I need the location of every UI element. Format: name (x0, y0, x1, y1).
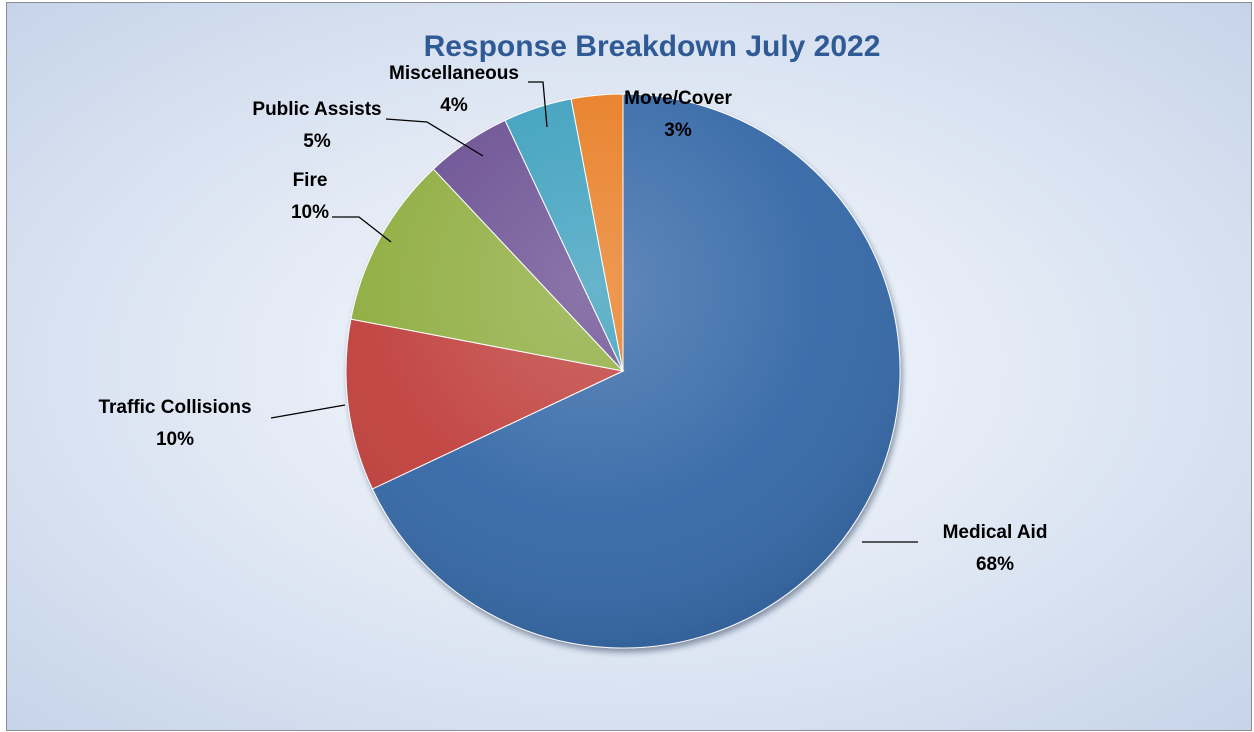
data-label-percent: 68% (976, 554, 1014, 575)
data-label-percent: 3% (664, 120, 692, 141)
leader-line (270, 404, 346, 419)
data-label-name: Move/Cover (624, 88, 732, 109)
pie-slices (345, 93, 901, 649)
data-label-name: Traffic Collisions (98, 397, 251, 418)
chart-area: Response Breakdown July 2022 Medical Aid… (6, 2, 1252, 731)
data-label-name: Public Assists (252, 99, 381, 120)
data-label-percent: 10% (156, 429, 194, 450)
data-label-name: Medical Aid (943, 522, 1048, 543)
data-label-percent: 4% (440, 95, 468, 116)
data-labels: Medical Aid 68% Traffic Collisions 10% Fire 1… (98, 63, 1047, 575)
data-label-name: Fire (293, 170, 328, 191)
data-label-percent: 10% (291, 202, 329, 223)
pie-chart: Response Breakdown July 2022 Medical Aid… (98, 30, 1047, 649)
data-label-name: Miscellaneous (389, 63, 519, 84)
chart-title: Response Breakdown July 2022 (424, 30, 881, 63)
leader-line (332, 216, 392, 243)
leader-line (528, 81, 548, 128)
leader-line (385, 118, 484, 157)
data-label-percent: 5% (303, 131, 331, 152)
